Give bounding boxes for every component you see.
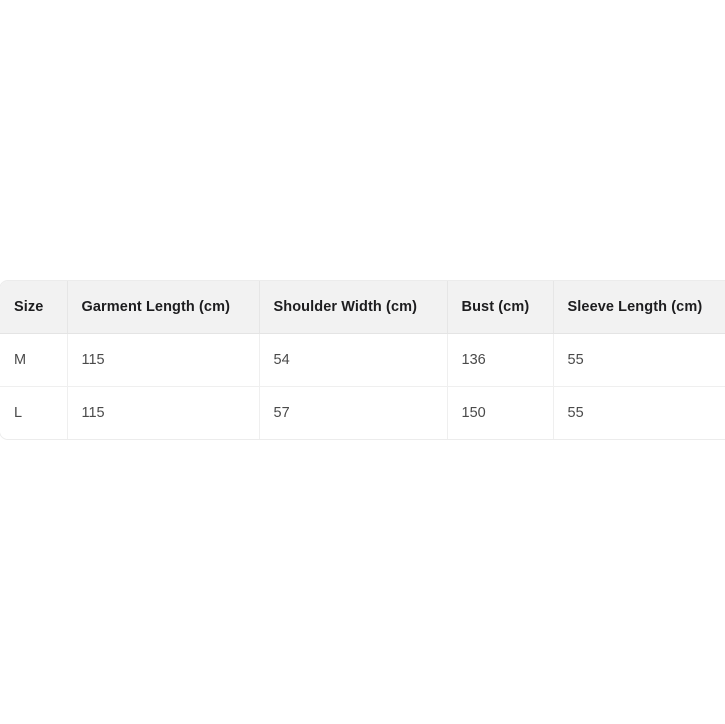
cell-bust: 136 <box>447 333 554 387</box>
cell-shoulder-width: 54 <box>259 333 448 387</box>
cell-size: L <box>0 386 68 439</box>
size-chart-card: Size Garment Length (cm) Shoulder Width … <box>0 281 725 439</box>
table-row: M 115 54 136 55 <box>0 333 725 387</box>
cell-bust: 150 <box>447 386 554 439</box>
column-header-shoulder-width: Shoulder Width (cm) <box>259 281 448 334</box>
table-header-row: Size Garment Length (cm) Shoulder Width … <box>0 281 725 334</box>
cell-sleeve-length: 55 <box>553 386 725 439</box>
cell-shoulder-width: 57 <box>259 386 448 439</box>
cell-garment-length: 115 <box>67 333 260 387</box>
column-header-size: Size <box>0 281 68 334</box>
column-header-sleeve-length: Sleeve Length (cm) <box>553 281 725 334</box>
column-header-garment-length: Garment Length (cm) <box>67 281 260 334</box>
size-chart-table: Size Garment Length (cm) Shoulder Width … <box>0 281 725 439</box>
column-header-bust: Bust (cm) <box>447 281 554 334</box>
cell-garment-length: 115 <box>67 386 260 439</box>
table-row: L 115 57 150 55 <box>0 386 725 439</box>
table-body: M 115 54 136 55 L 115 57 150 55 <box>0 333 725 439</box>
table-header: Size Garment Length (cm) Shoulder Width … <box>0 281 725 334</box>
cell-sleeve-length: 55 <box>553 333 725 387</box>
cell-size: M <box>0 333 68 387</box>
